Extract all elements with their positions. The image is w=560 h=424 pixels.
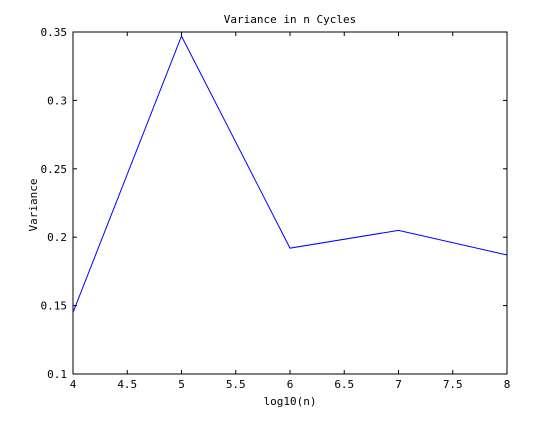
- chart-title: Variance in n Cycles: [224, 13, 356, 26]
- x-tick-label: 5.5: [226, 378, 246, 391]
- y-tick-label: 0.3: [47, 94, 67, 107]
- y-tick-label: 0.25: [41, 163, 68, 176]
- x-axis-title: log10(n): [264, 395, 317, 408]
- x-tick-label: 5: [178, 378, 185, 391]
- x-tick-label: 4.5: [117, 378, 137, 391]
- plot-frame: [73, 32, 507, 374]
- x-tick-label: 8: [504, 378, 511, 391]
- y-tick-label: 0.2: [47, 231, 67, 244]
- x-tick-label: 6.5: [334, 378, 354, 391]
- x-tick-label: 7.5: [443, 378, 463, 391]
- y-tick-label: 0.15: [41, 300, 68, 313]
- x-tick-label: 7: [395, 378, 402, 391]
- x-tick-label: 4: [70, 378, 77, 391]
- y-tick-label: 0.1: [47, 368, 67, 381]
- x-tick-label: 6: [287, 378, 294, 391]
- y-tick-label: 0.35: [41, 26, 68, 39]
- series-line: [73, 36, 507, 312]
- y-axis-title: Variance: [27, 179, 40, 232]
